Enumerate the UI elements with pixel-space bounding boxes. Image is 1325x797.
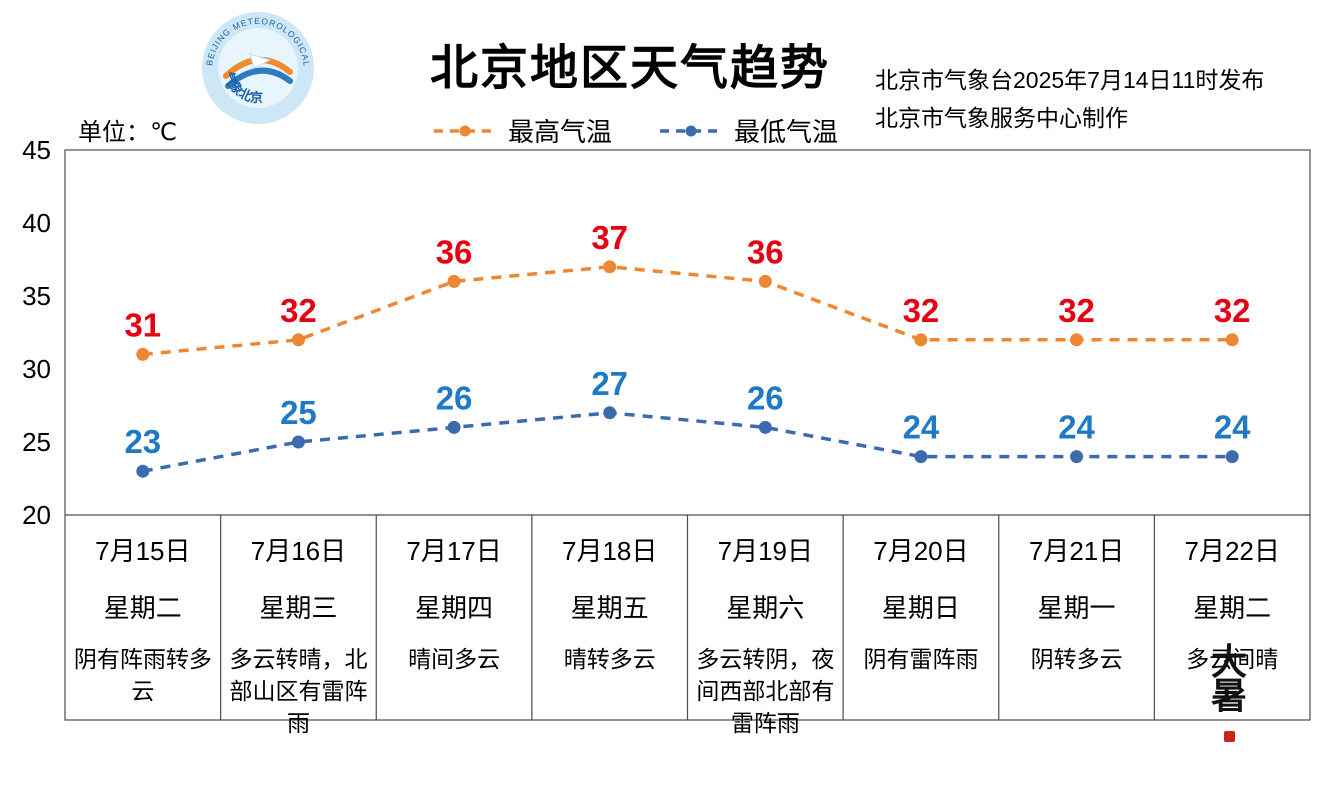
y-tick-label: 35 (22, 281, 51, 311)
legend-item-max: 最高气温 (432, 112, 612, 149)
data-point (1070, 333, 1084, 347)
data-point (1225, 333, 1239, 347)
legend-marker-min-icon (660, 125, 722, 136)
data-point-label: 36 (436, 233, 473, 270)
data-point (603, 260, 617, 274)
day-date: 7月19日 (717, 536, 813, 566)
day-date: 7月22日 (1184, 536, 1280, 566)
legend-item-min: 最低气温 (658, 112, 838, 149)
day-weather: 多云间晴 (1186, 646, 1279, 672)
data-point-label: 26 (436, 379, 473, 416)
data-point (447, 274, 461, 288)
series-line (142, 411, 1233, 473)
day-column: 7月17日星期四晴间多云 (376, 515, 532, 720)
data-point (758, 274, 772, 288)
logo-swoosh-blue (225, 67, 293, 89)
meteorological-service-logo: BEIJING METEOROLOGICAL SERVICE 气象北京 (198, 8, 316, 126)
day-column: 7月22日星期二多云间晴 (1154, 515, 1310, 720)
day-weather: 多云转晴，北部山区有雷阵雨 (229, 646, 368, 737)
data-point-label: 32 (280, 292, 317, 329)
day-date: 7月15日 (95, 536, 191, 566)
data-point (136, 464, 150, 478)
day-weather: 阴转多云 (1030, 646, 1123, 672)
day-date: 7月16日 (250, 536, 347, 566)
data-point (1070, 450, 1084, 464)
data-point-label: 24 (903, 409, 940, 446)
unit-label: 单位：℃ (78, 119, 177, 146)
day-weather: 晴转多云 (563, 646, 656, 672)
day-date: 7月17日 (406, 536, 502, 566)
data-point-label: 32 (1058, 292, 1095, 329)
data-point-label: 24 (1214, 409, 1251, 446)
data-point-label: 37 (591, 219, 628, 256)
day-date: 7月20日 (873, 536, 969, 566)
issue-info: 北京市气象台2025年7月14日11时发布 北京市气象服务中心制作 (875, 62, 1264, 138)
day-weekday: 星期一 (1037, 593, 1116, 623)
data-point-label: 31 (124, 306, 161, 343)
page-title: 北京地区天气趋势 (429, 42, 830, 95)
legend-label-min: 最低气温 (734, 117, 839, 147)
data-point (603, 406, 617, 420)
data-point-label: 32 (1214, 292, 1251, 329)
data-point (1225, 450, 1239, 464)
data-point (758, 420, 772, 434)
legend-label-max: 最高气温 (507, 117, 612, 147)
data-point (447, 420, 461, 434)
day-column: 7月21日星期一阴转多云 (999, 515, 1155, 720)
y-tick-label: 20 (22, 500, 51, 530)
day-column: 7月20日星期日阴有雷阵雨 (843, 515, 999, 720)
day-weekday: 星期日 (881, 593, 960, 623)
y-tick-label: 45 (22, 135, 51, 165)
data-point (136, 347, 150, 361)
day-column: 7月19日星期六多云转阴，夜间西部北部有雷阵雨 (688, 515, 844, 736)
data-point (291, 435, 305, 449)
day-weekday: 星期四 (415, 593, 494, 623)
day-weekday: 星期六 (726, 593, 805, 623)
issue-line-2: 北京市气象服务中心制作 (875, 104, 1128, 131)
stamp-char-top: 大 (1210, 641, 1247, 683)
series-line (142, 265, 1233, 357)
day-weather: 阴有阵雨转多云 (73, 646, 212, 705)
stamp-char-bottom: 暑 (1210, 675, 1247, 718)
day-date: 7月18日 (561, 536, 658, 566)
data-point-label: 24 (1058, 409, 1095, 446)
day-column: 7月16日星期三多云转晴，北部山区有雷阵雨 (221, 515, 377, 736)
data-point-label: 25 (280, 394, 317, 431)
y-tick-label: 40 (22, 208, 51, 238)
day-weekday: 星期五 (570, 593, 649, 623)
day-weather: 晴间多云 (408, 646, 501, 672)
data-point (914, 333, 928, 347)
logo-bird-icon (249, 53, 272, 69)
day-column: 7月18日星期五晴转多云 (532, 515, 688, 720)
day-date: 7月21日 (1028, 536, 1125, 566)
data-point-label: 27 (591, 365, 628, 402)
legend-marker-max-icon (433, 125, 496, 136)
chart-legend: 最高气温 最低气温 (400, 112, 870, 149)
solar-term-stamp: 大 暑 (1206, 641, 1252, 748)
data-point-label: 26 (747, 379, 784, 416)
data-point-label: 23 (124, 423, 161, 460)
day-column: 7月15日星期二阴有阵雨转多云 (65, 515, 221, 720)
day-weather: 多云转阴，夜间西部北部有雷阵雨 (696, 646, 835, 737)
y-tick-label: 30 (22, 354, 51, 384)
data-point-label: 36 (747, 233, 784, 270)
data-point-label: 32 (903, 292, 940, 329)
data-point (291, 333, 305, 347)
issue-line-1: 北京市气象台2025年7月14日11时发布 (875, 67, 1265, 93)
y-tick-label: 25 (22, 427, 51, 457)
stamp-seal-icon (1223, 731, 1235, 743)
day-weekday: 星期二 (1193, 593, 1272, 623)
day-weather: 阴有雷阵雨 (863, 646, 979, 672)
day-weekday: 星期二 (103, 593, 182, 623)
data-point (914, 450, 928, 464)
day-weekday: 星期三 (259, 593, 338, 623)
